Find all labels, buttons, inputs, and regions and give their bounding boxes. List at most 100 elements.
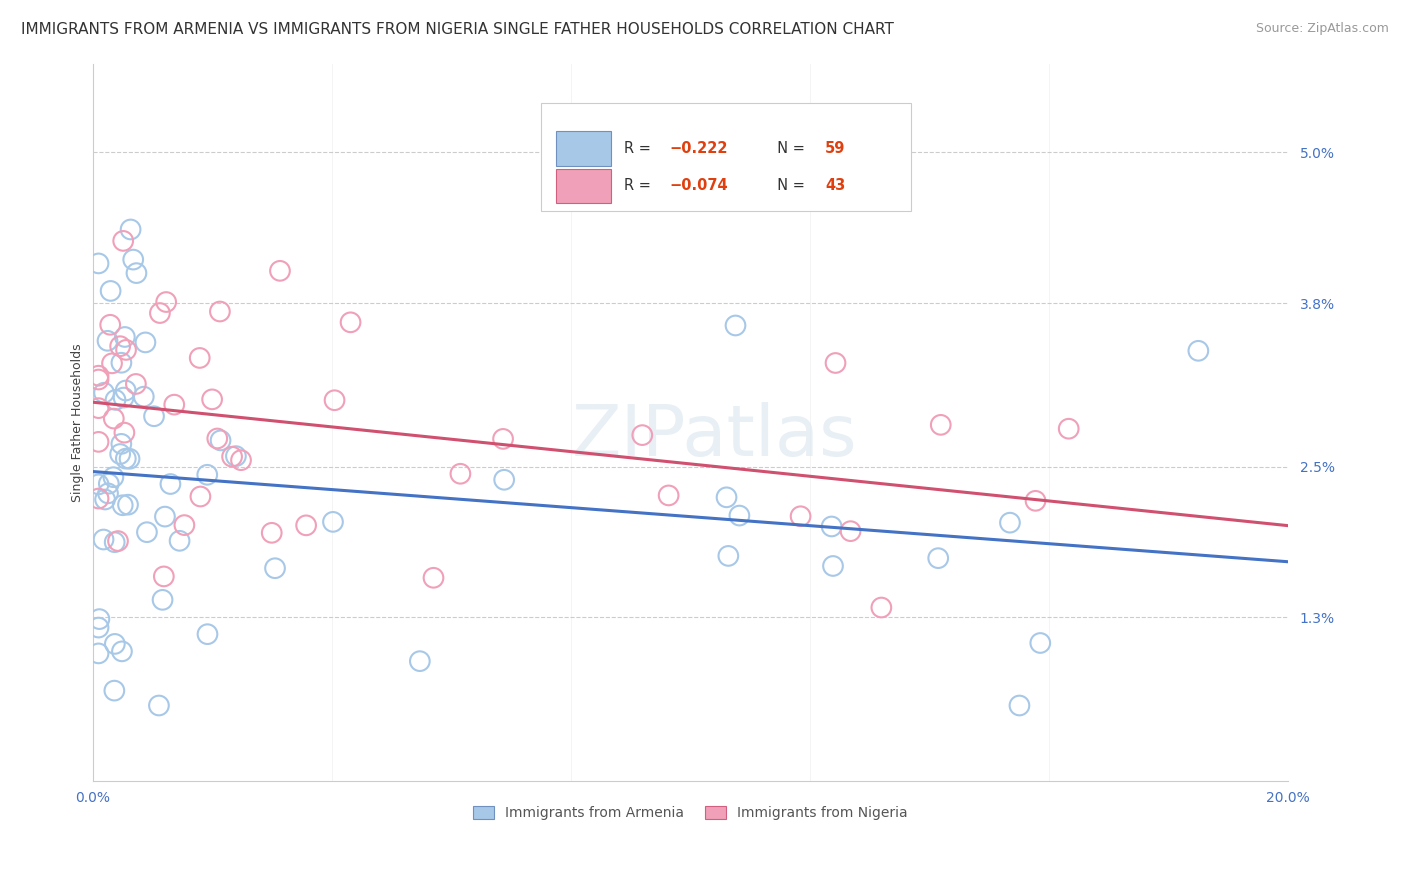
Point bbox=[155, 295, 177, 310]
Point bbox=[93, 533, 115, 547]
Point bbox=[87, 434, 110, 449]
Point bbox=[143, 409, 166, 424]
Point bbox=[117, 498, 139, 512]
Point bbox=[195, 467, 218, 482]
Point bbox=[87, 372, 110, 386]
Point bbox=[789, 509, 811, 524]
Point bbox=[322, 515, 344, 529]
Point bbox=[115, 343, 138, 357]
Point bbox=[104, 392, 127, 407]
Point bbox=[631, 428, 654, 442]
FancyBboxPatch shape bbox=[557, 131, 612, 166]
Point bbox=[87, 647, 110, 661]
Point bbox=[112, 425, 135, 440]
Point bbox=[94, 492, 117, 507]
Point bbox=[87, 621, 110, 635]
Point bbox=[207, 432, 229, 446]
Point bbox=[110, 437, 132, 451]
Point bbox=[339, 315, 361, 329]
Text: IMMIGRANTS FROM ARMENIA VS IMMIGRANTS FROM NIGERIA SINGLE FATHER HOUSEHOLDS CORR: IMMIGRANTS FROM ARMENIA VS IMMIGRANTS FR… bbox=[21, 22, 894, 37]
Point bbox=[136, 525, 159, 540]
Point bbox=[101, 356, 124, 370]
Point bbox=[87, 368, 110, 383]
Point bbox=[114, 384, 136, 398]
Point bbox=[163, 398, 186, 412]
Point bbox=[169, 533, 191, 548]
Point bbox=[125, 376, 148, 391]
Point bbox=[112, 391, 135, 405]
Point bbox=[97, 486, 120, 500]
Point bbox=[927, 551, 949, 566]
Point bbox=[929, 417, 952, 432]
Point bbox=[208, 304, 231, 318]
Point bbox=[98, 318, 121, 332]
Point bbox=[134, 335, 156, 350]
Point bbox=[449, 467, 471, 481]
Point bbox=[197, 627, 219, 641]
Point bbox=[724, 318, 747, 333]
Point bbox=[323, 393, 346, 408]
FancyBboxPatch shape bbox=[541, 103, 911, 211]
Point bbox=[870, 600, 893, 615]
Point bbox=[122, 252, 145, 267]
Text: 43: 43 bbox=[825, 178, 845, 194]
Point bbox=[188, 351, 211, 365]
Point bbox=[494, 473, 516, 487]
Point bbox=[1008, 698, 1031, 713]
Point bbox=[104, 535, 127, 549]
Point bbox=[229, 453, 252, 467]
Point bbox=[201, 392, 224, 407]
Point bbox=[153, 509, 176, 524]
Point bbox=[173, 518, 195, 533]
Point bbox=[149, 306, 172, 320]
Text: Source: ZipAtlas.com: Source: ZipAtlas.com bbox=[1256, 22, 1389, 36]
Point bbox=[264, 561, 287, 575]
Text: ZIPatlas: ZIPatlas bbox=[571, 402, 856, 471]
Point bbox=[221, 450, 243, 464]
Point bbox=[295, 518, 318, 533]
Point bbox=[111, 644, 134, 658]
Text: N =: N = bbox=[768, 178, 810, 194]
Point bbox=[89, 612, 111, 626]
Text: R =: R = bbox=[624, 178, 657, 194]
Point bbox=[97, 476, 120, 491]
Point bbox=[87, 477, 110, 491]
Point bbox=[93, 385, 115, 400]
Point bbox=[153, 569, 176, 583]
Point bbox=[159, 477, 181, 491]
Point bbox=[100, 284, 122, 298]
Point bbox=[148, 698, 170, 713]
Point bbox=[839, 524, 862, 538]
Point bbox=[112, 234, 135, 248]
Point bbox=[118, 451, 141, 466]
Point bbox=[716, 491, 738, 505]
Point bbox=[260, 525, 283, 540]
Point bbox=[658, 488, 681, 502]
Text: −0.074: −0.074 bbox=[669, 178, 728, 194]
Point bbox=[110, 356, 132, 370]
Point bbox=[103, 683, 125, 698]
Point bbox=[422, 571, 444, 585]
Point bbox=[132, 390, 155, 404]
Point bbox=[96, 334, 118, 348]
Legend: Immigrants from Armenia, Immigrants from Nigeria: Immigrants from Armenia, Immigrants from… bbox=[467, 800, 912, 826]
Point bbox=[103, 411, 125, 425]
Point bbox=[824, 356, 846, 370]
Point bbox=[1187, 343, 1209, 358]
Point bbox=[125, 266, 148, 280]
Point bbox=[1029, 636, 1052, 650]
Point bbox=[114, 451, 136, 466]
Text: −0.222: −0.222 bbox=[669, 141, 728, 156]
FancyBboxPatch shape bbox=[557, 169, 612, 203]
Point bbox=[728, 508, 751, 523]
Point bbox=[998, 516, 1021, 530]
Point bbox=[120, 222, 142, 236]
Point bbox=[87, 491, 110, 506]
Point bbox=[103, 470, 125, 484]
Point bbox=[269, 264, 291, 278]
Point bbox=[107, 534, 129, 549]
Text: N =: N = bbox=[768, 141, 810, 156]
Point bbox=[87, 401, 110, 416]
Y-axis label: Single Father Households: Single Father Households bbox=[72, 343, 84, 502]
Point bbox=[108, 447, 131, 461]
